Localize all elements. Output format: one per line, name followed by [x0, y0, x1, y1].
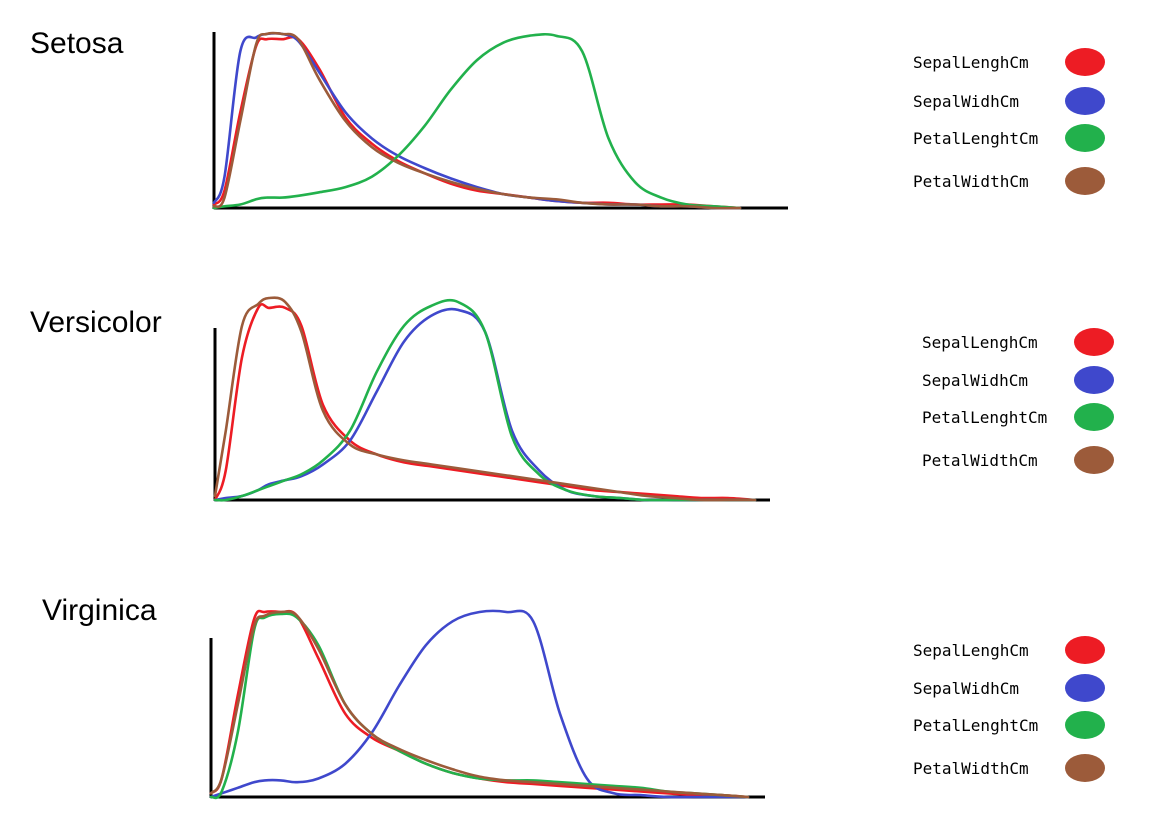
series-line-petalwidthcm: [213, 296, 757, 502]
series-line-sepalwidhcm: [209, 609, 750, 799]
panel-virginica: Virginica SepalLenghCm SepalWidhCm PetalLen…: [42, 594, 1105, 800]
legend-label: PetalWidthCm: [913, 172, 1029, 191]
legend-swatch: [1065, 636, 1105, 664]
legend-swatch: [1065, 674, 1105, 702]
series-line-petallenghtcm: [209, 612, 750, 800]
series-line-sepallenghcm: [212, 35, 742, 210]
panel-title: Setosa: [30, 27, 124, 60]
panel-title: Virginica: [42, 594, 157, 627]
legend-swatch: [1065, 754, 1105, 782]
legend-swatch: [1074, 366, 1114, 394]
legend: SepalLenghCm SepalWidhCm PetalLenghtCm Peta…: [913, 636, 1105, 782]
legend: SepalLenghCm SepalWidhCm PetalLenghtCm Peta…: [913, 48, 1105, 195]
panel-title: Versicolor: [30, 306, 162, 339]
legend-swatch: [1074, 328, 1114, 356]
legend-label: SepalLenghCm: [913, 641, 1029, 660]
legend-label: SepalWidhCm: [913, 679, 1019, 698]
legend-swatch: [1065, 48, 1105, 76]
series-line-petalwidthcm: [209, 610, 750, 799]
legend-label: PetalLenghtCm: [922, 408, 1047, 427]
legend-label: PetalWidthCm: [922, 451, 1038, 470]
panel-setosa: Setosa SepalLenghCm SepalWidhCm PetalLenght…: [30, 27, 1105, 210]
series-line-sepallenghcm: [213, 303, 757, 502]
legend-label: SepalLenghCm: [922, 333, 1038, 352]
legend-swatch: [1065, 711, 1105, 739]
legend-swatch: [1065, 124, 1105, 152]
legend-label: PetalWidthCm: [913, 759, 1029, 778]
legend: SepalLenghCm SepalWidhCm PetalLenghtCm Peta…: [922, 328, 1114, 474]
legend-label: PetalLenghtCm: [913, 716, 1038, 735]
legend-label: SepalWidhCm: [913, 92, 1019, 111]
legend-label: PetalLenghtCm: [913, 129, 1038, 148]
series-line-petallenghtcm: [213, 298, 757, 502]
series-line-sepallenghcm: [209, 609, 750, 799]
series-line-petalwidthcm: [212, 31, 742, 210]
panel-versicolor: Versicolor SepalLenghCm SepalWidhCm PetalLe…: [30, 296, 1114, 502]
legend-swatch: [1074, 446, 1114, 474]
legend-label: SepalLenghCm: [913, 53, 1029, 72]
legend-swatch: [1065, 167, 1105, 195]
legend-swatch: [1065, 87, 1105, 115]
series-line-petallenghtcm: [212, 32, 742, 210]
legend-label: SepalWidhCm: [922, 371, 1028, 390]
legend-swatch: [1074, 403, 1114, 431]
